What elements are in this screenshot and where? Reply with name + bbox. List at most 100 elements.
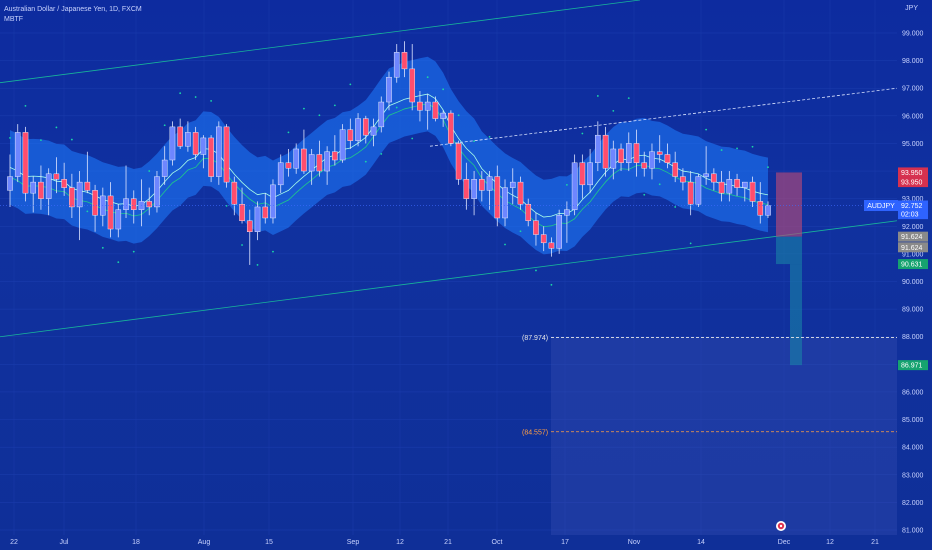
candle-body bbox=[61, 179, 67, 188]
x-tick-label: Aug bbox=[198, 539, 211, 546]
candle-body bbox=[45, 173, 52, 199]
candle-body bbox=[76, 181, 83, 208]
sar-dot bbox=[411, 137, 414, 140]
y-tick-label: 91.000 bbox=[902, 251, 924, 258]
candle-body bbox=[7, 176, 13, 191]
candle-body bbox=[455, 143, 462, 180]
price-flag-bg bbox=[898, 167, 928, 178]
candle-body bbox=[556, 215, 562, 249]
candle-body bbox=[548, 242, 555, 249]
y-tick-label: 93.000 bbox=[902, 196, 924, 203]
candle-body bbox=[254, 206, 261, 232]
sar-dot bbox=[736, 147, 738, 150]
y-tick-label: 81.000 bbox=[902, 528, 924, 535]
candle-body bbox=[687, 181, 694, 205]
x-tick-label: Sep bbox=[347, 539, 360, 546]
candle-body bbox=[231, 181, 238, 205]
candle-body bbox=[525, 203, 532, 221]
sar-dot bbox=[380, 153, 383, 155]
candle-body bbox=[417, 101, 423, 111]
sar-dot bbox=[442, 88, 445, 91]
sar-dot bbox=[596, 95, 599, 97]
entry-zone bbox=[776, 236, 802, 265]
candle-body bbox=[633, 143, 640, 163]
candle-body bbox=[726, 179, 733, 194]
sar-dot bbox=[349, 83, 352, 86]
sar-dot bbox=[473, 140, 475, 143]
sar-dot bbox=[767, 166, 769, 169]
candle-body bbox=[239, 203, 245, 221]
candle-body bbox=[293, 148, 299, 169]
candle-body bbox=[664, 154, 671, 163]
candle-body bbox=[765, 205, 771, 216]
channel-upper bbox=[0, 0, 641, 84]
sar-dot bbox=[318, 114, 321, 117]
candle-body bbox=[208, 137, 214, 177]
symbol-flag-bg bbox=[864, 200, 898, 212]
candle-body bbox=[479, 179, 485, 191]
indicator-name: MBTF bbox=[4, 16, 24, 23]
dividend-marker[interactable] bbox=[776, 521, 786, 531]
candle-body bbox=[432, 101, 439, 119]
candle-body bbox=[301, 148, 307, 172]
sar-dot bbox=[674, 206, 677, 208]
time-axis[interactable]: 22 Jul 18 Aug 15 Sep 12 21 Oct 17 Nov 14 Dec 12 21 bbox=[10, 539, 879, 546]
price-flag-bg bbox=[898, 259, 928, 270]
price-axis[interactable]: 99.00098.00097.00096.00095.00094.00093.0… bbox=[902, 31, 924, 535]
sar-dot bbox=[163, 124, 166, 127]
sar-dot bbox=[705, 128, 708, 131]
price-flag-label: 93.950 bbox=[901, 170, 923, 177]
symbol-title: Australian Dollar / Japanese Yen, 1D, FX… bbox=[4, 6, 142, 13]
candle-body bbox=[216, 126, 222, 177]
candle-body bbox=[107, 195, 114, 230]
candle-body bbox=[579, 162, 586, 186]
sar-dot bbox=[643, 193, 646, 196]
sar-dot bbox=[395, 106, 398, 109]
candle-body bbox=[69, 187, 75, 208]
candle-body bbox=[285, 162, 292, 169]
sar-dot bbox=[581, 132, 584, 135]
y-tick-label: 89.000 bbox=[902, 307, 924, 314]
candle-body bbox=[200, 137, 207, 155]
price-flag-label: 90.631 bbox=[901, 262, 923, 269]
sar-dot bbox=[70, 138, 73, 141]
candle-body bbox=[602, 134, 609, 169]
sar-dot bbox=[565, 183, 568, 186]
candle-body bbox=[362, 118, 369, 136]
candle-body bbox=[223, 126, 230, 183]
candle-body bbox=[757, 201, 764, 216]
candle-body bbox=[277, 162, 284, 186]
candle-body bbox=[38, 181, 44, 199]
sar-dot bbox=[132, 250, 135, 253]
channel-midline bbox=[429, 87, 898, 147]
sar-dot bbox=[225, 204, 228, 207]
y-tick-label: 84.000 bbox=[902, 445, 924, 452]
candle-body bbox=[185, 132, 191, 147]
candle-body bbox=[517, 181, 524, 205]
candle-body bbox=[339, 129, 346, 161]
price-flag-bg bbox=[898, 242, 928, 253]
sar-dot bbox=[519, 230, 522, 233]
x-tick-label: 22 bbox=[10, 539, 18, 546]
candle-body bbox=[680, 176, 686, 183]
sar-dot bbox=[488, 135, 491, 138]
candle-body bbox=[386, 76, 392, 103]
candle-body bbox=[130, 198, 137, 210]
price-flag: 86.971 bbox=[898, 360, 928, 371]
candle-body bbox=[92, 190, 98, 216]
sar-dot bbox=[426, 76, 429, 79]
price-flag: 93.950 bbox=[898, 167, 928, 178]
sar-dot bbox=[210, 100, 213, 102]
currency-label: JPY bbox=[905, 5, 918, 12]
price-flag-label: 91.624 bbox=[901, 234, 923, 241]
candle-body bbox=[22, 132, 29, 194]
x-tick-label: 14 bbox=[697, 539, 705, 546]
sar-dot bbox=[612, 109, 615, 112]
chart-legend: Australian Dollar / Japanese Yen, 1D, FX… bbox=[4, 5, 142, 25]
candle-body bbox=[115, 209, 122, 230]
price-flag-bg bbox=[898, 360, 928, 371]
candle-body bbox=[494, 176, 501, 219]
price-flag-bg bbox=[898, 177, 928, 188]
y-tick-label: 85.000 bbox=[902, 417, 924, 424]
